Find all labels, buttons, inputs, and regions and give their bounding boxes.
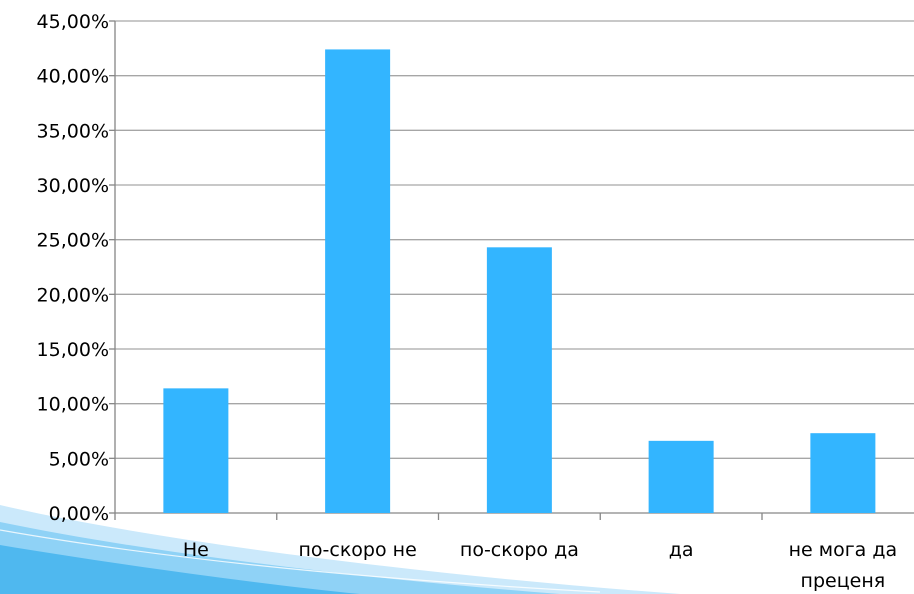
slide-decoration xyxy=(0,505,680,594)
x-category-label: по-скоро не xyxy=(298,539,416,561)
y-tick-label: 40,00% xyxy=(37,66,109,88)
y-tick-label: 30,00% xyxy=(37,175,109,197)
bars xyxy=(163,49,876,513)
bar xyxy=(648,440,714,513)
y-tick-label: 5,00% xyxy=(49,448,109,470)
y-tick-label: 10,00% xyxy=(37,394,109,416)
y-tick-label: 0,00% xyxy=(49,503,109,525)
bar xyxy=(810,433,876,513)
decor-swoosh-dark xyxy=(0,545,360,594)
y-tick-label: 25,00% xyxy=(37,230,109,252)
y-tick-label: 35,00% xyxy=(37,120,109,142)
x-category-label: по-скоро да xyxy=(460,539,579,561)
y-tick-labels: 0,00% 5,00% 10,00% 15,00% 20,00% 25,00% 30,00%… xyxy=(37,11,109,525)
x-tick-labels: Не по-скоро не по-скоро да да не мога да прец… xyxy=(183,539,897,592)
y-tick-label: 15,00% xyxy=(37,339,109,361)
y-tick-label: 20,00% xyxy=(37,284,109,306)
x-category-label: Не xyxy=(183,539,209,561)
bar xyxy=(163,388,229,513)
bar xyxy=(486,247,552,513)
decor-swoosh-line xyxy=(0,529,601,593)
y-tick-label: 45,00% xyxy=(37,11,109,33)
x-category-label: да xyxy=(669,539,694,561)
x-category-label: не мога да преценя xyxy=(789,539,898,592)
bar xyxy=(325,49,391,513)
